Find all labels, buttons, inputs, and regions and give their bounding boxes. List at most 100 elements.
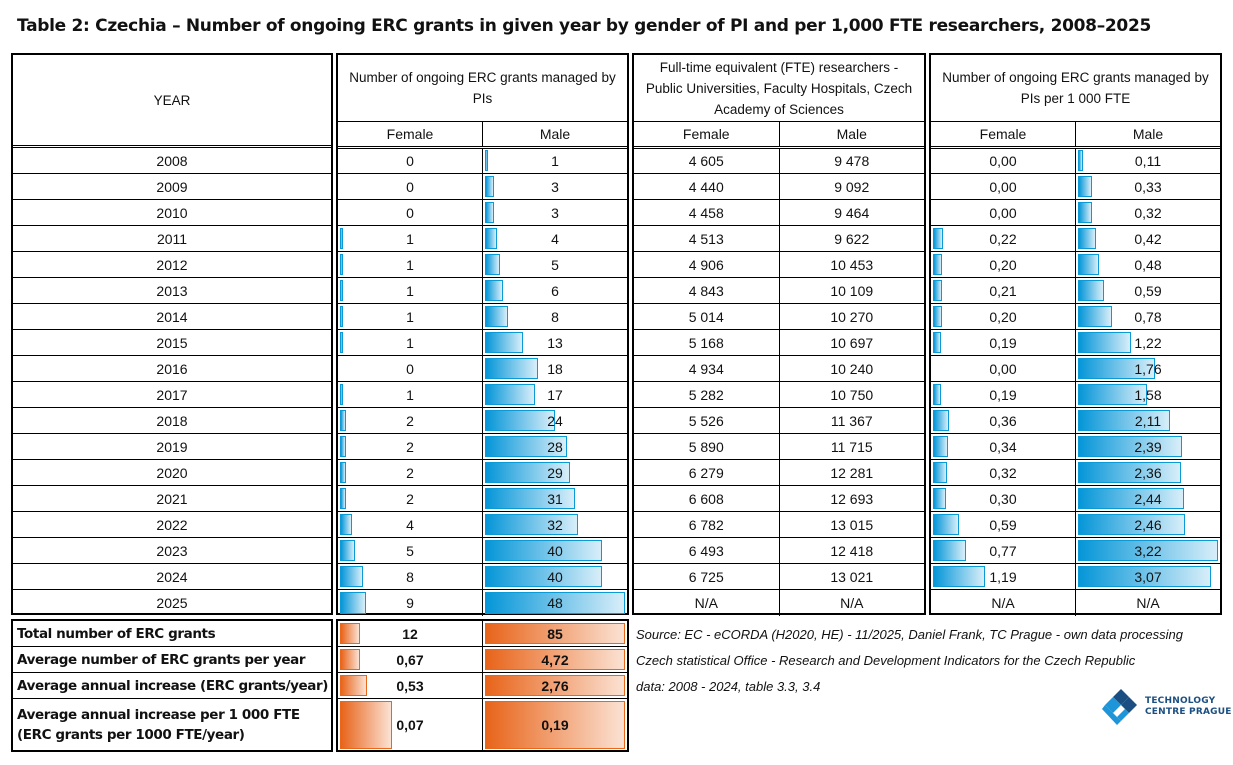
per-fte-female-cell-value: 0,34 xyxy=(989,438,1017,455)
data-bar xyxy=(485,410,555,431)
table-row: 8 40 xyxy=(338,564,627,590)
year-cell-value: 2010 xyxy=(156,204,188,221)
per-fte-female-cell: 0,19 xyxy=(931,330,1075,355)
table-row: 2022 xyxy=(13,512,331,538)
grants-male-cell: 24 xyxy=(482,408,627,433)
grants-female-cell: 0 xyxy=(338,148,482,173)
fte-male-cell-value: 10 750 xyxy=(830,386,874,403)
year-cell: 2019 xyxy=(13,434,331,459)
data-bar xyxy=(1078,254,1099,275)
table-title: Table 2: Czechia – Number of ongoing ERC… xyxy=(17,16,1152,36)
fte-female-cell-value: 5 526 xyxy=(688,412,724,429)
grants-male-cell: 32 xyxy=(482,512,627,537)
per-fte-male-cell: 2,39 xyxy=(1075,434,1220,459)
summary-row: Total number of ERC grants xyxy=(13,621,331,647)
per-fte-male-cell-value: 1,76 xyxy=(1134,360,1162,377)
grants-male-cell-value: 40 xyxy=(547,542,563,559)
year-cell: 2023 xyxy=(13,538,331,563)
fte-male-cell-value: 9 622 xyxy=(834,230,870,247)
grants-female-cell: 2 xyxy=(338,486,482,511)
fte-male-cell-value: 13 015 xyxy=(830,516,874,533)
year-cell: 2015 xyxy=(13,330,331,355)
data-bar xyxy=(485,150,488,171)
per-fte-female-cell-value: 1,19 xyxy=(989,568,1017,585)
summary-bar xyxy=(485,623,625,644)
table-row: 0,30 2,44 xyxy=(931,486,1220,512)
fte-female-cell: 4 843 xyxy=(634,278,779,303)
summary-male-value: 85 xyxy=(547,625,563,642)
data-bar xyxy=(933,436,948,457)
per-fte-male-cell-value: 0,78 xyxy=(1134,308,1162,325)
data-bar xyxy=(933,488,947,509)
per-fte-male-cell: 0,59 xyxy=(1075,278,1220,303)
grants-female-cell-value: 2 xyxy=(406,412,414,429)
data-bar xyxy=(340,332,343,353)
data-bar xyxy=(933,254,942,275)
fte-female-cell-value: 6 279 xyxy=(688,464,724,481)
fte-female-cell: 5 282 xyxy=(634,382,779,407)
grants-male-cell-value: 3 xyxy=(551,178,559,195)
fte-male-cell-value: 12 418 xyxy=(830,542,874,559)
data-bar xyxy=(485,306,509,327)
fte-male-cell: 10 697 xyxy=(778,330,925,355)
table-row: N/A N/A xyxy=(931,590,1220,616)
grants-female-cell: 2 xyxy=(338,434,482,459)
summary-labels: Total number of ERC grants Average number… xyxy=(11,619,333,752)
per-fte-female-cell-value: 0,00 xyxy=(989,178,1017,195)
fte-female-cell: 6 279 xyxy=(634,460,779,485)
data-bar xyxy=(340,280,343,301)
grants-female-cell: 1 xyxy=(338,252,482,277)
data-bar xyxy=(1078,488,1185,509)
table-row: 0,19 1,58 xyxy=(931,382,1220,408)
per-fte-male-cell: 3,07 xyxy=(1075,564,1220,589)
grants-female-cell-value: 1 xyxy=(406,282,414,299)
fte-female-cell-value: 6 493 xyxy=(688,542,724,559)
summary-male-cell: 0,19 xyxy=(482,699,627,751)
per-fte-female-cell: 0,36 xyxy=(931,408,1075,433)
data-bar xyxy=(340,254,343,275)
year-cell: 2024 xyxy=(13,564,331,589)
grants-female-cell: 2 xyxy=(338,408,482,433)
per-fte-female-cell: 0,20 xyxy=(931,304,1075,329)
fte-male-cell: 9 092 xyxy=(778,174,925,199)
grants-male-cell-value: 17 xyxy=(547,386,563,403)
fte-male-cell: 12 693 xyxy=(778,486,925,511)
summary-female-value: 12 xyxy=(402,625,418,642)
table-row: 2018 xyxy=(13,408,331,434)
table-row: 2 28 xyxy=(338,434,627,460)
summary-female-cell: 0,67 xyxy=(338,647,482,672)
grants-male-cell-value: 5 xyxy=(551,256,559,273)
per-fte-female-cell-value: 0,19 xyxy=(989,386,1017,403)
fte-female-cell-value: 5 282 xyxy=(688,386,724,403)
grants-female-cell: 0 xyxy=(338,200,482,225)
grants-female-cell-value: 0 xyxy=(406,152,414,169)
summary-female-value: 0,67 xyxy=(396,651,424,668)
table-row: 0,00 0,32 xyxy=(931,200,1220,226)
grants-male-cell: 6 xyxy=(482,278,627,303)
year-cell: 2022 xyxy=(13,512,331,537)
grants-male-cell: 48 xyxy=(482,590,627,616)
source-line-2: Czech statistical Office - Research and … xyxy=(636,653,1136,668)
table-row: 1 13 xyxy=(338,330,627,356)
fte-male-cell: 13 021 xyxy=(778,564,925,589)
grants-male-cell-value: 1 xyxy=(551,152,559,169)
per-fte-female-cell-value: 0,21 xyxy=(989,282,1017,299)
year-cell: 2020 xyxy=(13,460,331,485)
grants-male-cell: 28 xyxy=(482,434,627,459)
per-fte-female-cell: 1,19 xyxy=(931,564,1075,589)
table-row: 4 32 xyxy=(338,512,627,538)
grants-male-cell-value: 48 xyxy=(547,595,563,611)
data-bar xyxy=(933,228,943,249)
summary-row: Average annual increase per 1 000 FTE (E… xyxy=(13,699,331,751)
table-row: 4 843 10 109 xyxy=(634,278,924,304)
fte-male-cell-value: 13 021 xyxy=(830,568,874,585)
fte-female-cell-value: 6 782 xyxy=(688,516,724,533)
data-bar xyxy=(933,410,949,431)
fte-male-cell-value: 10 697 xyxy=(830,334,874,351)
per-fte-male-cell: 0,32 xyxy=(1075,200,1220,225)
year-cell: 2013 xyxy=(13,278,331,303)
fte-female-cell-value: 4 605 xyxy=(688,152,724,169)
table-row: 9 48 xyxy=(338,590,627,616)
